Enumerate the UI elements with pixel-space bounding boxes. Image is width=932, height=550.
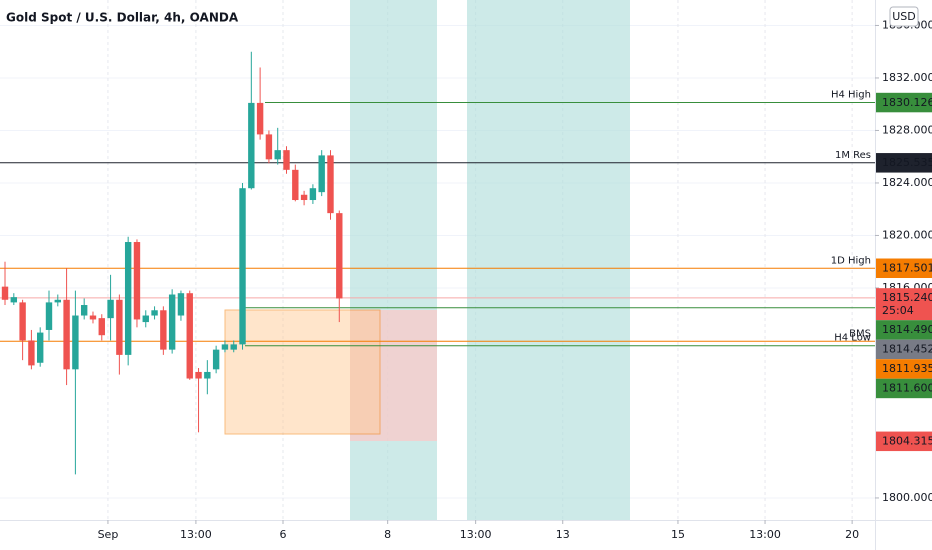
- x-tick-label: 13: [556, 528, 570, 541]
- price-badge: [876, 92, 932, 113]
- x-tick-label: 20: [845, 528, 859, 541]
- price-badge: [876, 153, 932, 173]
- candle-body: [124, 242, 132, 355]
- x-tick-label: 13:00: [460, 528, 492, 541]
- currency: USD: [892, 10, 916, 23]
- candle-body: [265, 134, 273, 160]
- candle-body: [80, 305, 88, 316]
- candle-body: [274, 150, 281, 160]
- candle-body: [116, 299, 123, 355]
- level-label: 1M Res: [835, 150, 871, 161]
- price-badge-label: 1814.490: [882, 323, 932, 336]
- x-tick-label: 13:00: [180, 528, 212, 541]
- price-badge-label: 1811.600: [882, 382, 932, 395]
- candle-body: [89, 315, 97, 320]
- axes: 1800.0001816.0001820.0001824.0001828.000…: [98, 18, 932, 541]
- y-tick-label: 1824.000: [882, 176, 932, 189]
- price-badge-label: 1830.126: [882, 96, 932, 109]
- session-band: [350, 0, 437, 520]
- candle-body: [19, 302, 26, 341]
- candle-body: [300, 194, 308, 201]
- price-badge: [876, 320, 932, 340]
- price-badge: [876, 288, 932, 321]
- candle-body: [248, 102, 255, 189]
- candle-body: [283, 150, 290, 170]
- candle-body: [10, 297, 18, 303]
- candle-body: [336, 213, 343, 299]
- chart-title: Gold Spot / U.S. Dollar, 4h, OANDA: [6, 11, 239, 25]
- level-label: H4 Low: [834, 333, 871, 344]
- candle-body: [318, 155, 325, 193]
- level-label: H4 High: [831, 90, 871, 101]
- price-badge: [876, 378, 932, 399]
- candle-body: [98, 318, 105, 336]
- candle-body: [72, 315, 79, 370]
- candle-body: [309, 188, 317, 201]
- candle-body: [151, 310, 158, 316]
- candle-body: [1, 286, 9, 300]
- price-badge-label: 1825.535: [882, 156, 932, 169]
- candle-body: [133, 242, 141, 320]
- candle-body: [54, 299, 61, 303]
- candle-body: [186, 293, 193, 379]
- price-badge-label: 1811.935: [882, 362, 932, 375]
- zone-box: [224, 309, 381, 435]
- candle-body: [177, 293, 185, 316]
- candle-body: [230, 344, 237, 350]
- price-badge: [876, 339, 932, 360]
- currency-box[interactable]: [889, 6, 919, 27]
- x-tick-label: 6: [279, 528, 286, 541]
- candle-body: [63, 299, 70, 370]
- price-badge-label: 1804.315: [882, 435, 932, 448]
- candle-body: [45, 302, 53, 330]
- x-tick-label: 15: [671, 528, 685, 541]
- candle-body: [107, 299, 114, 319]
- candle-body: [28, 340, 35, 366]
- price-badge: [876, 258, 932, 279]
- y-tick-label: 1820.000: [882, 228, 932, 241]
- candle-body: [212, 349, 220, 370]
- price-badge-label: 1815.240: [882, 291, 932, 304]
- countdown: 25:04: [882, 304, 914, 317]
- y-tick-label: 1800.000: [882, 491, 932, 504]
- candle-body: [292, 169, 299, 201]
- x-tick-label: 8: [384, 528, 391, 541]
- level-label: BMS: [849, 328, 871, 339]
- candle-body: [204, 371, 211, 379]
- candles: [1, 51, 343, 475]
- price-badge: [876, 431, 932, 452]
- candle-body: [256, 102, 264, 135]
- x-tick-label: Sep: [98, 528, 119, 541]
- candle-body: [142, 315, 149, 323]
- level-label: 1D High: [831, 255, 871, 266]
- price-badge: [876, 359, 932, 379]
- x-tick-label: 13:00: [749, 528, 781, 541]
- candle-body: [195, 371, 202, 379]
- y-tick-label: 1832.000: [882, 71, 932, 84]
- candle-body: [239, 188, 246, 345]
- candle-body: [160, 310, 167, 350]
- candle-body: [37, 332, 44, 363]
- candle-body: [168, 294, 176, 350]
- candle-body: [327, 155, 334, 214]
- y-tick-label: 1828.000: [882, 123, 932, 136]
- price-badge-label: 1814.452: [882, 343, 932, 356]
- candle-body: [221, 344, 229, 350]
- price-badge-label: 1817.501: [882, 262, 932, 275]
- session-band: [467, 0, 630, 520]
